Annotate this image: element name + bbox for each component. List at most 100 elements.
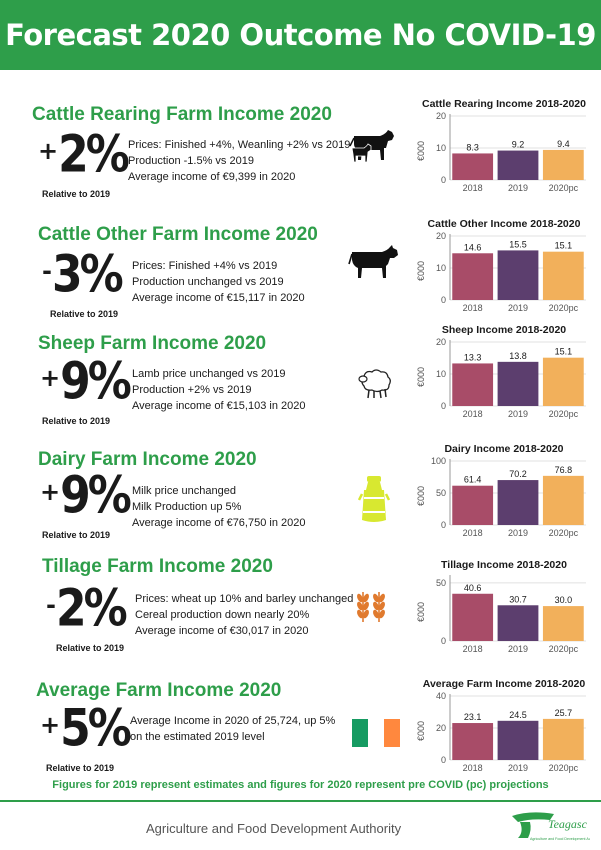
data-label: 30.0 [555,595,573,605]
chart-tillage: Tillage Income 2018-2020 0 50 €000 40.6 2018 3… [410,557,590,662]
description: Average Income in 2020 of 25,724, up 5% … [130,713,335,745]
footnote: Figures for 2019 represent estimates and… [52,779,549,791]
description-line: Average Income in 2020 of 25,724, up 5% [130,715,336,727]
description: Prices: wheat up 10% and barley unchange… [135,591,353,639]
x-tick-label: 2019 [508,303,528,313]
description-line: Production +2% vs 2019 [132,384,252,396]
percent-change: +2% [38,125,130,184]
page-title: Forecast 2020 Outcome No COVID-19 [5,18,596,52]
bar-chart: Dairy Income 2018-2020 0 50 100 €000 61.4 2018… [416,443,586,538]
bull-icon [348,245,398,278]
y-tick-label: 100 [431,456,446,466]
data-label: 15.1 [555,241,573,251]
y-tick-label: 50 [436,488,446,498]
bar [542,475,584,525]
y-tick-label: 10 [436,263,446,273]
bar [452,363,494,406]
description-line: Average income of €15,117 in 2020 [132,292,305,304]
y-axis-label: €000 [416,261,426,281]
data-label: 8.3 [466,142,479,152]
change-sign: - [42,257,52,285]
x-tick-label: 2020pc [549,409,579,419]
y-tick-label: 0 [441,636,446,646]
description-line: Prices: Finished +4% vs 2019 [132,260,278,272]
relative-label: Relative to 2019 [56,643,125,653]
section-title: Sheep Farm Income 2020 [38,333,267,354]
bar [542,606,584,641]
y-tick-label: 20 [436,723,446,733]
x-tick-label: 2020pc [549,763,579,773]
change-value: 9% [60,466,132,525]
bar [542,718,584,760]
chart-title: Dairy Income 2018-2020 [444,443,563,455]
description-line: Lamb price unchanged vs 2019 [132,368,286,380]
y-tick-label: 0 [441,520,446,530]
x-tick-label: 2019 [508,644,528,654]
percent-change: +9% [40,352,132,411]
x-tick-label: 2018 [463,303,483,313]
y-tick-label: 20 [436,111,446,121]
section-title: Average Farm Income 2020 [36,680,282,701]
change-sign: + [40,711,61,739]
data-label: 13.8 [509,351,527,361]
bar-chart: Tillage Income 2018-2020 0 50 €000 40.6 2018 3… [416,559,586,654]
y-tick-label: 0 [441,295,446,305]
y-axis-label: €000 [416,721,426,741]
change-value: 9% [60,352,132,411]
section-title: Dairy Farm Income 2020 [38,449,257,470]
y-tick-label: 20 [436,337,446,347]
x-tick-label: 2018 [463,644,483,654]
milk-churn-icon [358,476,390,522]
section-title: Cattle Rearing Farm Income 2020 [32,104,332,125]
data-label: 9.2 [512,140,525,150]
description-line: Cereal production down nearly 20% [135,609,310,621]
y-tick-label: 50 [436,578,446,588]
bar [497,361,539,406]
data-label: 14.6 [464,242,482,252]
percent-change: -3% [42,245,124,304]
chart-dairy: Dairy Income 2018-2020 0 50 100 €000 61.4 2018… [410,441,590,546]
description: Lamb price unchanged vs 2019 Production … [132,366,305,414]
bar [542,149,584,180]
data-label: 15.1 [555,347,573,357]
change-sign: + [38,137,59,165]
x-tick-label: 2018 [463,183,483,193]
bar-chart: Sheep Income 2018-2020 0 10 20 €000 13.3 2018 1… [416,324,586,419]
x-tick-label: 2019 [508,409,528,419]
change-sign: + [40,478,61,506]
svg-text:Teagasc: Teagasc [548,817,588,831]
description-line: Average income of €15,103 in 2020 [132,400,306,412]
sheep-icon [358,369,391,399]
relative-label: Relative to 2019 [46,763,115,773]
change-value: 3% [51,245,124,304]
section-title: Cattle Other Farm Income 2020 [38,224,318,245]
bar-chart: Cattle Other Income 2018-2020 0 10 20 €000 14… [416,218,586,313]
x-tick-label: 2018 [463,528,483,538]
x-tick-label: 2018 [463,409,483,419]
description-line: Prices: wheat up 10% and barley unchange… [135,593,354,605]
bar [452,153,494,180]
y-tick-label: 0 [441,401,446,411]
y-axis-label: €000 [416,602,426,622]
x-tick-label: 2019 [508,183,528,193]
relative-label: Relative to 2019 [42,530,111,540]
percent-change: -2% [46,579,128,638]
x-tick-label: 2020pc [549,644,579,654]
bar [497,150,539,180]
y-tick-label: 10 [436,143,446,153]
bar [497,250,539,300]
data-label: 76.8 [555,465,573,475]
data-label: 24.5 [509,710,527,720]
cattle-with-calf-icon [349,130,394,163]
chart-average: Average Farm Income 2018-2020 0 20 40 €000 23… [410,676,590,781]
x-tick-label: 2020pc [549,303,579,313]
y-axis-label: €000 [416,141,426,161]
bar [497,605,539,641]
footer-authority: Agriculture and Food Development Authori… [146,821,402,836]
data-label: 30.7 [509,594,527,604]
chart-title: Sheep Income 2018-2020 [442,324,566,336]
data-label: 13.3 [464,352,482,362]
relative-label: Relative to 2019 [42,189,111,199]
data-label: 23.1 [464,712,482,722]
change-sign: + [40,364,61,392]
